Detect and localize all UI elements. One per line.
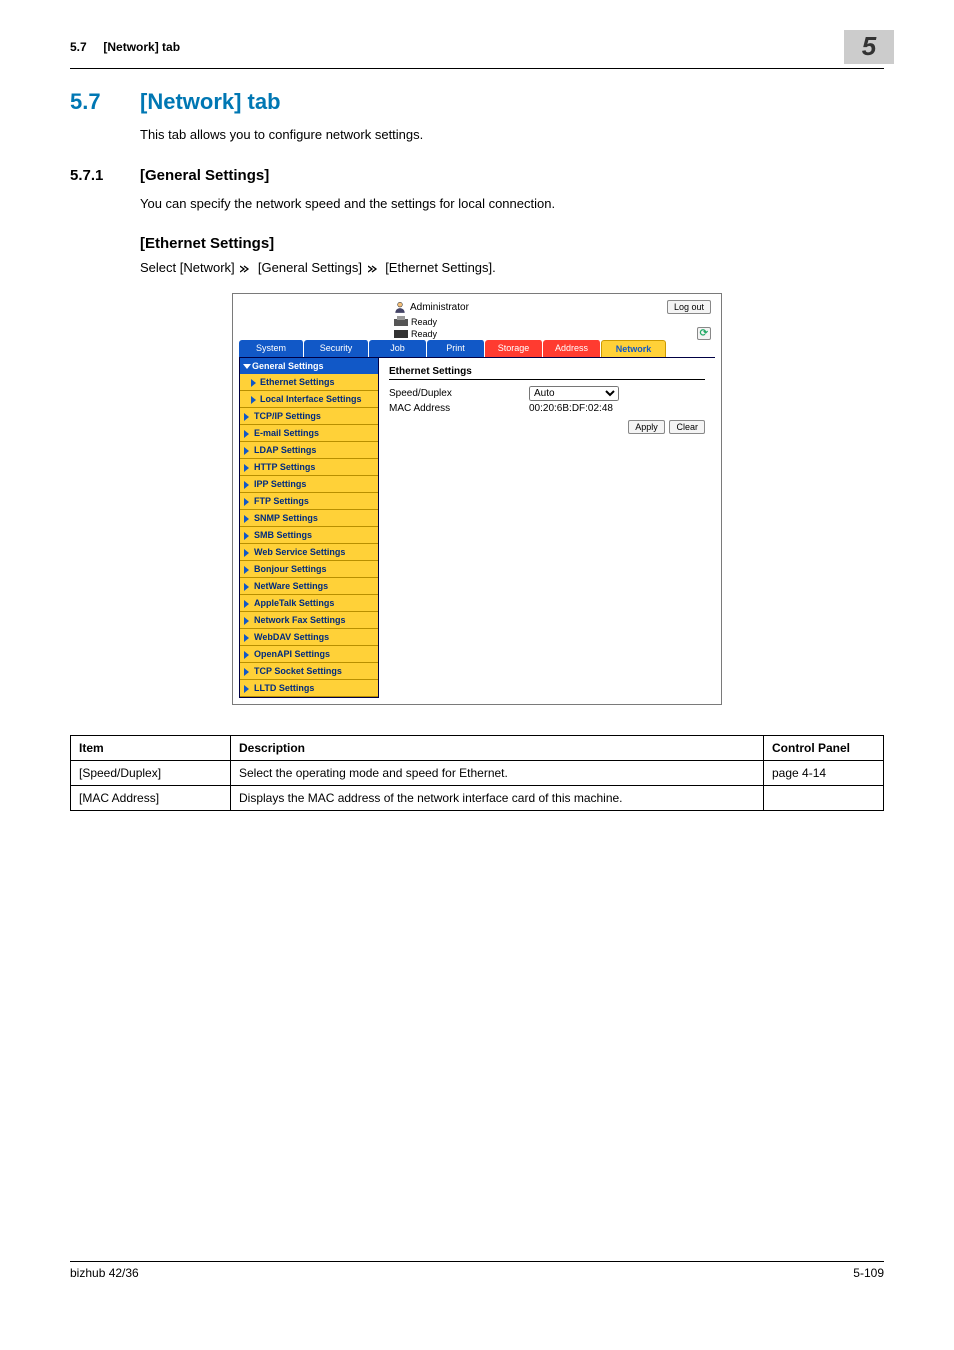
sidebar-item-ethernet[interactable]: Ethernet Settings bbox=[240, 374, 378, 391]
heading-1-title: [Network] tab bbox=[140, 89, 281, 115]
tab-security[interactable]: Security bbox=[304, 340, 369, 357]
sidebar-item-email[interactable]: E-mail Settings bbox=[240, 425, 378, 442]
path-seg-2: [General Settings] bbox=[258, 260, 366, 275]
page-footer: bizhub 42/36 5-109 bbox=[70, 1261, 884, 1280]
arrow-icon bbox=[240, 265, 252, 273]
heading-2-num: 5.7.1 bbox=[70, 167, 140, 184]
sidebar-item-snmp[interactable]: SNMP Settings bbox=[240, 510, 378, 527]
speed-duplex-label: Speed/Duplex bbox=[389, 388, 529, 399]
settings-description-table: Item Description Control Panel [Speed/Du… bbox=[70, 735, 884, 811]
printer-icon bbox=[393, 316, 409, 328]
chapter-badge: 5 bbox=[844, 30, 894, 64]
tab-storage[interactable]: Storage bbox=[485, 340, 543, 357]
table-header-item: Item bbox=[71, 736, 231, 761]
admin-indicator: Administrator bbox=[393, 300, 469, 314]
sidebar-item-appletalk[interactable]: AppleTalk Settings bbox=[240, 595, 378, 612]
tab-print[interactable]: Print bbox=[427, 340, 485, 357]
sidebar-item-tcpip[interactable]: TCP/IP Settings bbox=[240, 408, 378, 425]
sidebar-item-bonjour[interactable]: Bonjour Settings bbox=[240, 561, 378, 578]
sidebar-item-webdav[interactable]: WebDAV Settings bbox=[240, 629, 378, 646]
sidebar-item-netware[interactable]: NetWare Settings bbox=[240, 578, 378, 595]
sidebar-item-ldap[interactable]: LDAP Settings bbox=[240, 442, 378, 459]
table-row: [MAC Address] Displays the MAC address o… bbox=[71, 786, 884, 811]
header-section-tab: [Network] tab bbox=[103, 40, 180, 54]
sidebar: General Settings Ethernet Settings Local… bbox=[239, 358, 379, 698]
heading-1-intro: This tab allows you to configure network… bbox=[140, 125, 884, 145]
footer-page: 5-109 bbox=[853, 1266, 884, 1280]
running-header: 5.7 [Network] tab 5 bbox=[70, 30, 884, 69]
sidebar-section-general[interactable]: General Settings bbox=[240, 358, 378, 374]
sidebar-item-openapi[interactable]: OpenAPI Settings bbox=[240, 646, 378, 663]
sidebar-item-wss[interactable]: Web Service Settings bbox=[240, 544, 378, 561]
speed-duplex-select[interactable]: Auto bbox=[529, 386, 619, 401]
heading-1-num: 5.7 bbox=[70, 89, 140, 115]
arrow-icon bbox=[368, 265, 380, 273]
logout-button[interactable]: Log out bbox=[667, 300, 711, 314]
sidebar-item-tcpsocket[interactable]: TCP Socket Settings bbox=[240, 663, 378, 680]
table-header-cp: Control Panel bbox=[764, 736, 884, 761]
apply-button[interactable]: Apply bbox=[628, 420, 665, 434]
path-seg-1: Select [Network] bbox=[140, 260, 238, 275]
tab-network[interactable]: Network bbox=[601, 340, 666, 357]
embedded-screenshot: Administrator Log out Ready Ready ⟳ Syst… bbox=[232, 293, 722, 705]
sidebar-item-local-interface[interactable]: Local Interface Settings bbox=[240, 391, 378, 408]
tab-system[interactable]: System bbox=[239, 340, 304, 357]
sidebar-item-lltd[interactable]: LLTD Settings bbox=[240, 680, 378, 697]
admin-label: Administrator bbox=[410, 302, 469, 313]
tab-address[interactable]: Address bbox=[543, 340, 601, 357]
heading-2: 5.7.1 [General Settings] bbox=[70, 167, 884, 184]
header-section-ref: 5.7 bbox=[70, 40, 87, 54]
heading-2-intro: You can specify the network speed and th… bbox=[140, 194, 884, 214]
refresh-button[interactable]: ⟳ bbox=[697, 327, 711, 340]
person-icon bbox=[393, 300, 407, 314]
footer-model: bizhub 42/36 bbox=[70, 1266, 139, 1280]
heading-2-title: [General Settings] bbox=[140, 167, 269, 184]
tab-job[interactable]: Job bbox=[369, 340, 427, 357]
main-panel: Ethernet Settings Speed/Duplex Auto MAC … bbox=[379, 358, 715, 698]
sidebar-item-http[interactable]: HTTP Settings bbox=[240, 459, 378, 476]
tab-bar: System Security Job Print Storage Addres… bbox=[239, 340, 715, 358]
mac-address-value: 00:20:6B:DF:02:48 bbox=[529, 403, 613, 414]
breadcrumb-path: Select [Network] [General Settings] [Eth… bbox=[140, 260, 884, 275]
table-row: [Speed/Duplex] Select the operating mode… bbox=[71, 761, 884, 786]
table-header-desc: Description bbox=[231, 736, 764, 761]
mac-address-label: MAC Address bbox=[389, 403, 529, 414]
scanner-icon bbox=[393, 328, 409, 340]
heading-3: [Ethernet Settings] bbox=[140, 235, 884, 252]
sidebar-item-netfax[interactable]: Network Fax Settings bbox=[240, 612, 378, 629]
heading-1: 5.7 [Network] tab bbox=[70, 89, 884, 115]
scanner-status: Ready bbox=[393, 328, 437, 340]
sidebar-item-ipp[interactable]: IPP Settings bbox=[240, 476, 378, 493]
panel-title: Ethernet Settings bbox=[389, 366, 705, 380]
sidebar-item-ftp[interactable]: FTP Settings bbox=[240, 493, 378, 510]
sidebar-item-smb[interactable]: SMB Settings bbox=[240, 527, 378, 544]
printer-status: Ready bbox=[393, 316, 437, 328]
clear-button[interactable]: Clear bbox=[669, 420, 705, 434]
path-seg-3: [Ethernet Settings]. bbox=[385, 260, 496, 275]
